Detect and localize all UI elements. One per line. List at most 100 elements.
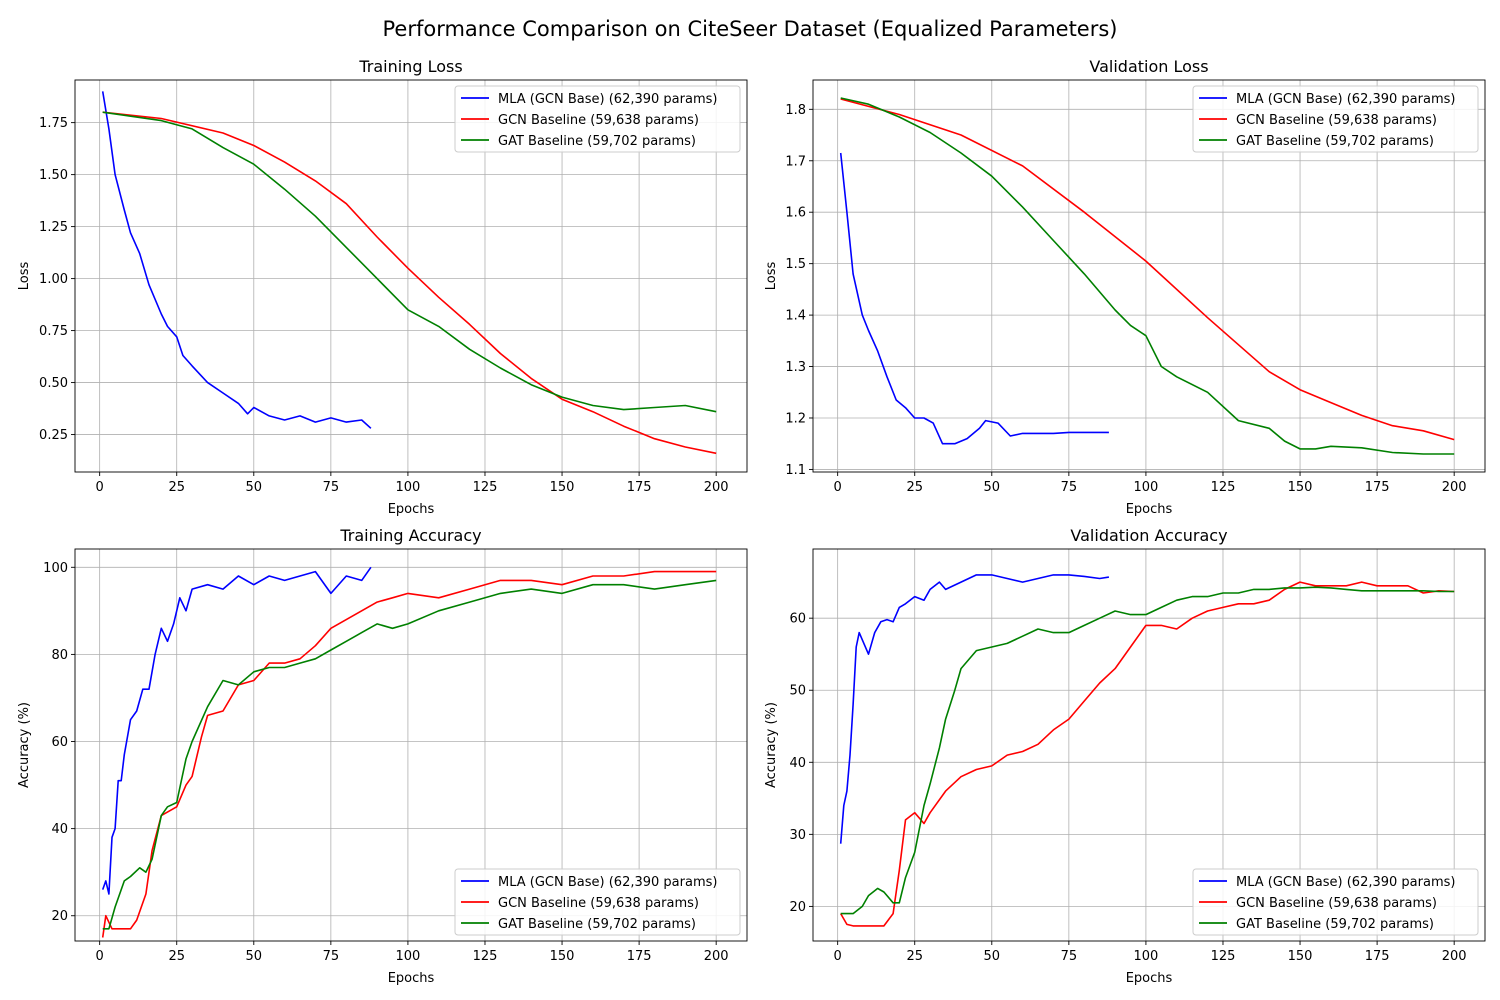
x-tick-label: 25 [906, 480, 923, 495]
x-tick-label: 150 [1288, 949, 1313, 964]
chart-title: Training Loss [358, 57, 462, 76]
legend-label-gcn: GCN Baseline (59,638 params) [1236, 113, 1437, 128]
legend-label-gat: GAT Baseline (59,702 params) [1236, 134, 1434, 149]
legend-box [1192, 868, 1479, 936]
legend-box [1192, 85, 1479, 153]
x-axis-label: Epochs [388, 971, 435, 986]
y-axis-label: Loss [764, 262, 779, 291]
y-axis-label: Accuracy (%) [17, 702, 32, 788]
series-line-mla [839, 152, 1109, 445]
x-tick-label: 0 [834, 949, 842, 964]
x-tick-label: 150 [1288, 480, 1313, 495]
legend-label-gcn: GCN Baseline (59,638 params) [498, 113, 699, 128]
y-tick-label: 1.50 [39, 168, 68, 183]
x-tick-label: 75 [1061, 949, 1078, 964]
series-line-gat [102, 579, 717, 930]
x-tick-label: 75 [323, 949, 340, 964]
legend-label-gat: GAT Baseline (59,702 params) [498, 917, 696, 932]
y-tick-label: 1.5 [785, 257, 806, 272]
legend: MLA (GCN Base) (62,390 params) GCN Baseli… [454, 868, 741, 936]
y-tick-label: 40 [51, 822, 68, 837]
series-line-mla [101, 91, 372, 429]
series-line-gat [840, 97, 1455, 455]
chart-title: Validation Loss [1089, 57, 1208, 76]
x-tick-label: 150 [550, 949, 575, 964]
y-tick-label: 60 [789, 612, 806, 627]
series-line-gat [840, 586, 1455, 915]
x-tick-label: 0 [834, 480, 842, 495]
y-tick-label: 1.8 [785, 103, 806, 118]
chart-training-loss: 0 25 50 75 100 125 150 175 200 0.25 0.50 0.75 1.00 1.… [17, 57, 748, 517]
x-tick-label: 100 [1134, 480, 1159, 495]
series-line-gcn [840, 98, 1455, 441]
x-tick-label: 50 [984, 480, 1001, 495]
x-axis-label: Epochs [388, 502, 435, 517]
y-tick-label: 50 [789, 684, 806, 699]
figure-title: Performance Comparison on CiteSeer Datas… [382, 17, 1117, 41]
y-tick-label: 0.75 [39, 324, 68, 339]
series-line-mla [839, 574, 1110, 844]
x-tick-label: 50 [246, 949, 263, 964]
legend-label-mla: MLA (GCN Base) (62,390 params) [498, 92, 717, 107]
x-tick-label: 175 [1365, 480, 1390, 495]
x-tick-label: 125 [1211, 949, 1236, 964]
x-tick-label: 125 [473, 480, 498, 495]
y-axis-label: Loss [17, 262, 32, 291]
legend: MLA (GCN Base) (62,390 params) GCN Baseli… [454, 85, 741, 153]
y-tick-label: 1.3 [785, 360, 806, 375]
y-tick-label: 1.2 [785, 411, 806, 426]
plot-frame [812, 548, 1486, 942]
chart-title: Validation Accuracy [1070, 526, 1227, 545]
x-axis-label: Epochs [1126, 971, 1173, 986]
y-axis-label: Accuracy (%) [764, 702, 779, 788]
y-tick-label: 1.25 [39, 220, 68, 235]
legend-label-gat: GAT Baseline (59,702 params) [498, 134, 696, 149]
legend-label-mla: MLA (GCN Base) (62,390 params) [498, 875, 717, 890]
x-tick-label: 175 [627, 949, 652, 964]
x-tick-label: 75 [1061, 480, 1078, 495]
legend: MLA (GCN Base) (62,390 params) GCN Baseli… [1192, 868, 1479, 936]
series-line-gcn [840, 581, 1455, 927]
x-tick-label: 200 [704, 949, 729, 964]
y-tick-label: 60 [51, 735, 68, 750]
x-tick-label: 25 [168, 480, 185, 495]
legend-label-mla: MLA (GCN Base) (62,390 params) [1236, 92, 1455, 107]
x-tick-label: 200 [1442, 949, 1467, 964]
y-tick-label: 1.7 [785, 154, 806, 169]
y-tick-label: 1.4 [785, 309, 806, 324]
y-tick-label: 1.00 [39, 272, 68, 287]
y-tick-label: 0.25 [39, 428, 68, 443]
x-tick-label: 150 [550, 480, 575, 495]
y-tick-label: 20 [789, 900, 806, 915]
series-line-gcn [101, 570, 717, 938]
x-tick-label: 100 [396, 480, 421, 495]
chart-training-accuracy: 0 25 50 75 100 125 150 175 200 20 40 60 80 100 Trainin… [17, 526, 748, 986]
y-tick-label: 1.6 [785, 206, 806, 221]
x-tick-label: 0 [96, 480, 104, 495]
legend-label-gcn: GCN Baseline (59,638 params) [498, 896, 699, 911]
plot-frame [812, 79, 1486, 473]
y-tick-label: 20 [51, 909, 68, 924]
x-tick-label: 200 [1442, 480, 1467, 495]
x-tick-label: 75 [323, 480, 340, 495]
x-tick-label: 125 [473, 949, 498, 964]
x-tick-label: 25 [168, 949, 185, 964]
legend-box [454, 85, 741, 153]
y-tick-label: 80 [51, 648, 68, 663]
chart-validation-accuracy: 0 25 50 75 100 125 150 175 200 20 30 40 50 60 Validati… [764, 526, 1486, 986]
plot-frame [74, 79, 748, 473]
plot-frame [74, 548, 748, 942]
x-axis-label: Epochs [1126, 502, 1173, 517]
x-tick-label: 200 [704, 480, 729, 495]
chart-validation-loss: 0 25 50 75 100 125 150 175 200 1.1 1.2 1.3 1.4 1.5 1.6… [764, 57, 1486, 517]
x-tick-label: 100 [1134, 949, 1159, 964]
y-tick-label: 100 [43, 561, 68, 576]
series-line-mla [101, 566, 372, 895]
y-tick-label: 1.1 [785, 463, 806, 478]
x-tick-label: 50 [246, 480, 263, 495]
series-line-gcn [102, 111, 717, 455]
x-tick-label: 125 [1211, 480, 1236, 495]
legend-label-gcn: GCN Baseline (59,638 params) [1236, 896, 1437, 911]
x-tick-label: 25 [906, 949, 923, 964]
x-tick-label: 175 [1365, 949, 1390, 964]
